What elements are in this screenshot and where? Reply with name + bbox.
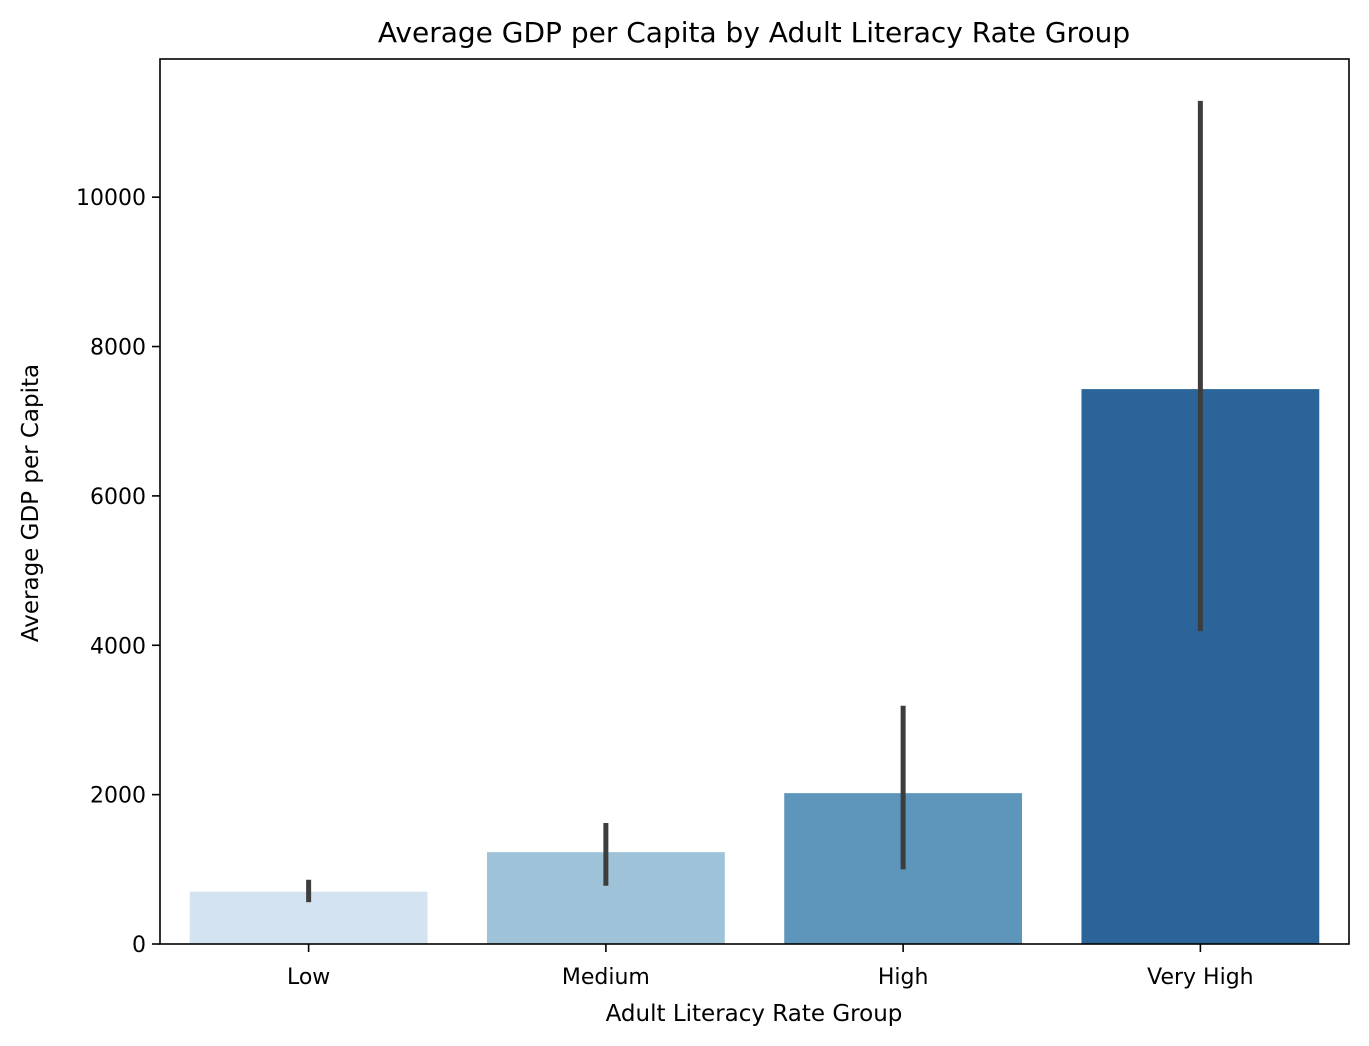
- x-tick-label: Medium: [562, 965, 650, 990]
- y-axis-label: Average GDP per Capita: [18, 364, 44, 642]
- bars-layer: [189, 389, 1320, 944]
- y-tick-label: 10000: [76, 186, 146, 211]
- x-axis-ticks: Low Medium High Very High: [287, 944, 1254, 990]
- y-tick-label: 6000: [90, 485, 146, 510]
- y-tick-label: 8000: [90, 336, 146, 361]
- plot-frame: [159, 58, 1350, 945]
- error-bars-layer: [306, 100, 1203, 903]
- y-tick-label: 2000: [90, 784, 146, 809]
- x-tick-label: High: [878, 965, 929, 990]
- y-tick-label: 4000: [90, 634, 146, 659]
- x-tick-label: Very High: [1147, 965, 1254, 990]
- x-axis-label: Adult Literacy Rate Group: [606, 1001, 903, 1027]
- x-tick-label: Low: [287, 965, 330, 990]
- y-axis-ticks: 0 2000 4000 6000 8000 10000: [76, 186, 160, 958]
- chart-title: Average GDP per Capita by Adult Literacy…: [378, 16, 1130, 49]
- y-tick-label: 0: [132, 933, 146, 958]
